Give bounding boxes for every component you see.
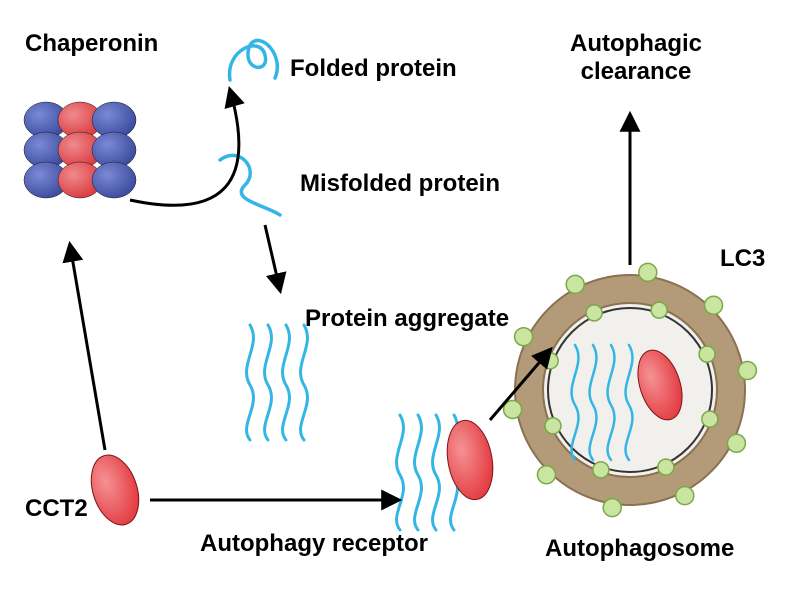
label-chaperonin: Chaperonin [25, 30, 158, 58]
diagram-canvas [0, 0, 800, 600]
label-autophagy-receptor: Autophagy receptor [200, 530, 428, 558]
label-protein-aggregate: Protein aggregate [305, 305, 509, 333]
label-folded-protein: Folded protein [290, 55, 457, 83]
label-cct2: CCT2 [25, 495, 88, 523]
label-autophagic-clearance: Autophagic clearance [570, 30, 702, 86]
label-lc3: LC3 [720, 245, 765, 273]
label-autophagosome: Autophagosome [545, 535, 734, 563]
label-misfolded-protein: Misfolded protein [300, 170, 500, 198]
